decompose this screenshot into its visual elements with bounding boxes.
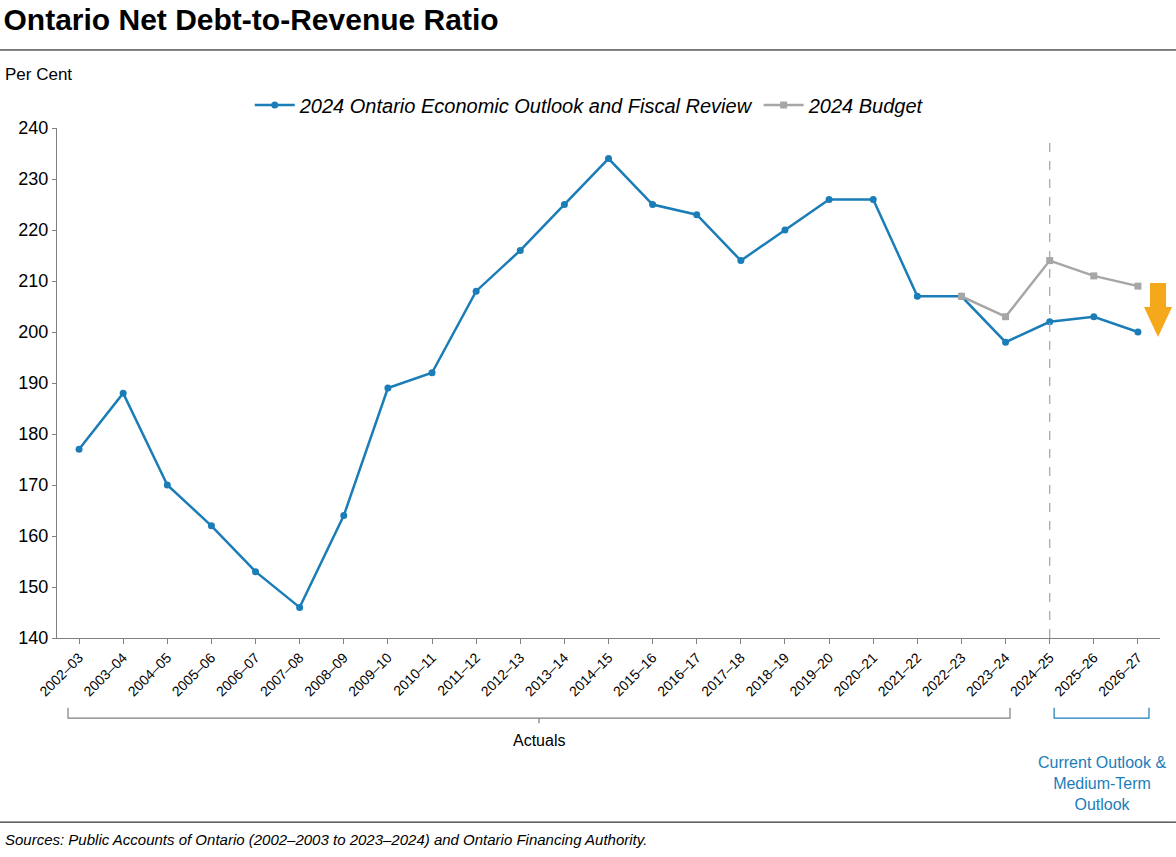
svg-text:2018–19: 2018–19 — [742, 649, 792, 699]
svg-text:2008–09: 2008–09 — [301, 649, 351, 699]
svg-text:200: 200 — [18, 322, 48, 342]
svg-text:2004–05: 2004–05 — [125, 649, 175, 699]
svg-text:2010–11: 2010–11 — [390, 649, 439, 698]
svg-text:2014–15: 2014–15 — [566, 649, 616, 699]
svg-text:210: 210 — [18, 271, 48, 291]
svg-text:2020–21: 2020–21 — [830, 649, 880, 699]
svg-text:2002–03: 2002–03 — [36, 649, 86, 699]
svg-text:2016–17: 2016–17 — [654, 649, 704, 699]
svg-text:2017–18: 2017–18 — [698, 649, 748, 699]
svg-text:170: 170 — [18, 475, 48, 495]
svg-text:2026–27: 2026–27 — [1095, 649, 1145, 699]
svg-text:Actuals: Actuals — [513, 732, 565, 749]
svg-text:2025–26: 2025–26 — [1051, 649, 1101, 699]
svg-text:160: 160 — [18, 526, 48, 546]
svg-text:2011–12: 2011–12 — [434, 649, 483, 698]
svg-text:2019–20: 2019–20 — [786, 649, 836, 699]
svg-text:230: 230 — [18, 169, 48, 189]
svg-text:2015–16: 2015–16 — [610, 649, 660, 699]
svg-text:150: 150 — [18, 577, 48, 597]
svg-text:2023–24: 2023–24 — [963, 649, 1013, 699]
svg-text:Current Outlook &Medium-TermOu: Current Outlook &Medium-TermOutlook — [1038, 754, 1166, 813]
svg-text:2024–25: 2024–25 — [1007, 649, 1057, 699]
svg-text:2003–04: 2003–04 — [80, 649, 130, 699]
svg-text:140: 140 — [18, 628, 48, 648]
svg-text:2005–06: 2005–06 — [169, 649, 219, 699]
svg-text:Ontario Net Debt-to-Revenue Ra: Ontario Net Debt-to-Revenue Ratio — [4, 3, 499, 36]
svg-text:240: 240 — [18, 118, 48, 138]
svg-text:2012–13: 2012–13 — [477, 649, 527, 699]
svg-text:2007–08: 2007–08 — [257, 649, 307, 699]
svg-text:220: 220 — [18, 220, 48, 240]
svg-text:2024 Ontario Economic Outlook: 2024 Ontario Economic Outlook and Fiscal… — [299, 95, 753, 117]
svg-text:180: 180 — [18, 424, 48, 444]
svg-text:2022–23: 2022–23 — [919, 649, 969, 699]
svg-text:2006–07: 2006–07 — [213, 649, 263, 699]
svg-text:2021–22: 2021–22 — [875, 649, 925, 699]
svg-text:2024 Budget: 2024 Budget — [808, 95, 924, 117]
svg-text:2013–14: 2013–14 — [522, 649, 572, 699]
svg-text:190: 190 — [18, 373, 48, 393]
svg-text:Per Cent: Per Cent — [5, 65, 72, 84]
svg-text:2009–10: 2009–10 — [345, 649, 395, 699]
svg-text:Sources: Public Accounts of On: Sources: Public Accounts of Ontario (200… — [5, 831, 647, 848]
